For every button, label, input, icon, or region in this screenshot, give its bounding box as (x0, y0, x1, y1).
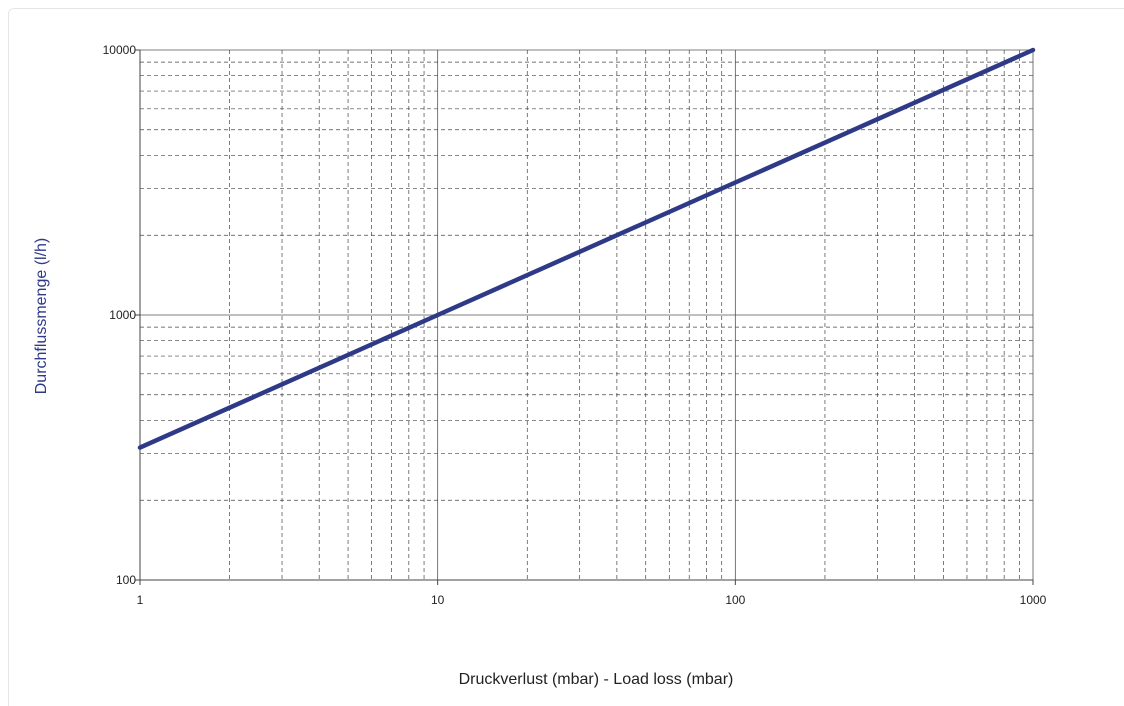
y-axis-title: Durchflussmenge (l/h) (33, 238, 50, 395)
tick-labels: 1 10 100 1000 100 1000 10000 (103, 43, 1047, 607)
x-tick-label: 1000 (1020, 593, 1047, 607)
x-tick-label: 100 (725, 593, 745, 607)
grid (140, 49, 1034, 580)
series-line (137, 47, 1036, 450)
x-tick-label: 1 (137, 593, 144, 607)
x-tick-label: 10 (431, 593, 445, 607)
chart-frame (8, 8, 1124, 706)
y-tick-label: 100 (116, 573, 136, 587)
y-tick-label: 1000 (109, 308, 136, 322)
axes (135, 49, 1034, 585)
x-axis-title: Druckverlust (mbar) - Load loss (mbar) (459, 671, 734, 688)
y-tick-label: 10000 (103, 43, 137, 57)
series-layer (137, 47, 1036, 450)
